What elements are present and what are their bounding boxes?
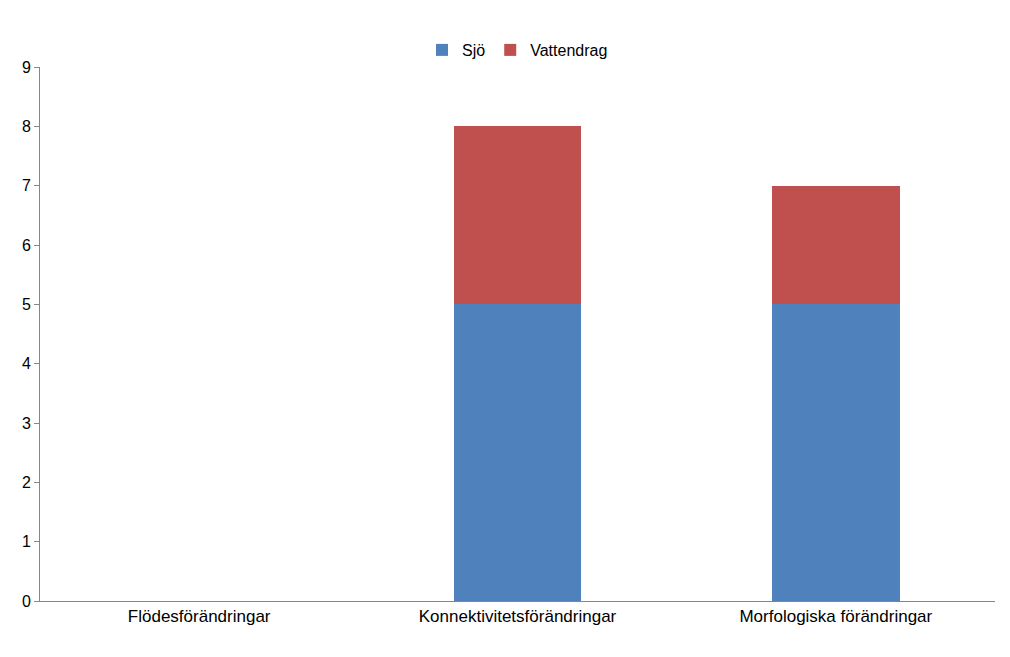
svg-text:Vattendrag: Vattendrag <box>530 42 607 59</box>
svg-text:2: 2 <box>22 474 31 491</box>
svg-text:8: 8 <box>22 118 31 135</box>
svg-text:Konnektivitetsförändringar: Konnektivitetsförändringar <box>419 607 617 626</box>
svg-text:Sjö: Sjö <box>462 42 485 59</box>
svg-text:1: 1 <box>22 533 31 550</box>
svg-text:7: 7 <box>22 177 31 194</box>
svg-text:9: 9 <box>22 59 31 76</box>
svg-text:4: 4 <box>22 355 31 372</box>
svg-text:3: 3 <box>22 415 31 432</box>
svg-text:5: 5 <box>22 296 31 313</box>
svg-text:6: 6 <box>22 237 31 254</box>
svg-text:Morfologiska förändringar: Morfologiska förändringar <box>739 607 932 626</box>
svg-text:Flödesförändringar: Flödesförändringar <box>128 607 271 626</box>
svg-text:0: 0 <box>22 593 31 610</box>
